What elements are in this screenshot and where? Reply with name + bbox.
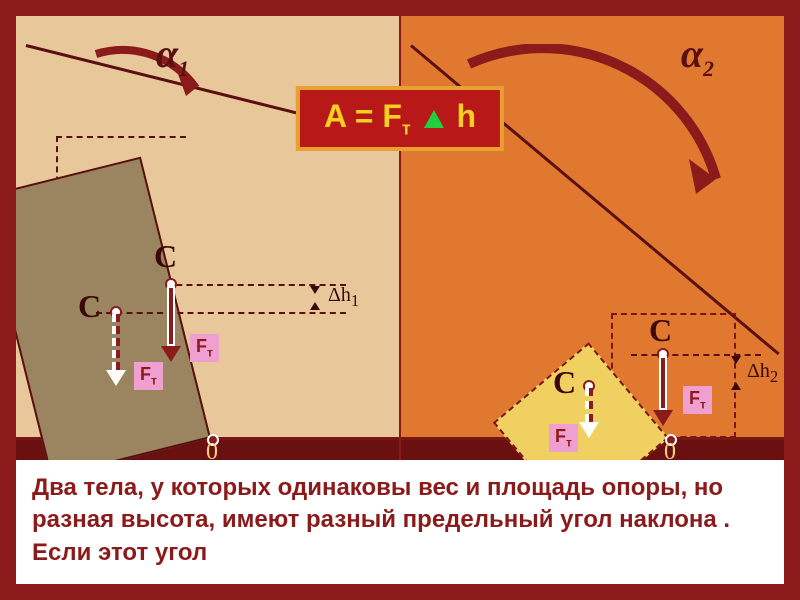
triangle-icon — [424, 110, 444, 128]
alpha-sub-r: 2 — [703, 56, 714, 81]
caption-text: Два тела, у которых одинаковы вес и площ… — [16, 460, 784, 584]
guide-h-c2 — [96, 312, 346, 314]
dh-label-right: Δh2 — [747, 360, 778, 387]
guide-h-left-top — [56, 136, 186, 138]
force-arrow-dashed-right — [582, 388, 596, 438]
ft-label-r2: Fт — [549, 424, 578, 452]
dh-arrow-up-1 — [310, 302, 320, 310]
dh-label-left: Δh1 — [328, 284, 359, 311]
force-arrow-solid-right — [656, 356, 670, 426]
formula-box: A = Fт h — [296, 86, 504, 151]
force-arrow-solid-left — [164, 286, 178, 362]
alpha-symbol: α — [156, 31, 178, 76]
dh-arrow-up-2 — [731, 382, 741, 390]
dh-arrow-down-1 — [310, 286, 320, 294]
c-label-r2: С — [553, 364, 576, 401]
c-label-2: С — [78, 288, 101, 325]
formula-eq: = — [355, 98, 374, 134]
ft-label-1: Fт — [190, 334, 219, 362]
formula-rhs1: Fт — [382, 98, 410, 134]
dh-arrow-down-2 — [731, 356, 741, 364]
alpha-label-right: α2 — [681, 30, 714, 82]
ft-label-r1: Fт — [683, 386, 712, 414]
alpha-sub: 1 — [178, 56, 189, 81]
o-label-left: 0 — [206, 439, 218, 460]
ft-label-2: Fт — [134, 362, 163, 390]
alpha-symbol-r: α — [681, 31, 703, 76]
alpha-label-left: α1 — [156, 30, 189, 82]
right-panel: α2 С С Fт — [401, 16, 784, 460]
formula-lhs: A — [324, 98, 346, 134]
c-label-r1: С — [649, 312, 672, 349]
slide-frame: α1 С С — [0, 0, 800, 600]
force-arrow-dashed-left — [109, 314, 123, 386]
arc-arrow-left — [86, 36, 216, 116]
panels-container: α1 С С — [16, 16, 784, 460]
left-panel: α1 С С — [16, 16, 401, 460]
guide-h-r1 — [631, 354, 761, 356]
c-label-1: С — [154, 238, 177, 275]
formula-rhs2: h — [457, 98, 477, 134]
o-label-right: 0 — [664, 439, 676, 460]
